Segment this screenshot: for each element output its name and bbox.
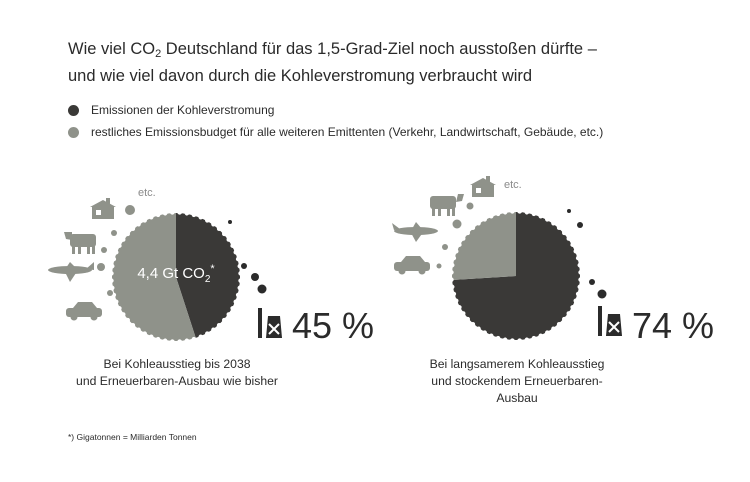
car-icon [394,256,430,275]
pie-2-caption-line-2: und stockendem Erneuerbaren-Ausbau [431,374,603,405]
bubble [107,290,113,296]
etc-label-2: etc. [504,179,522,191]
bubble [125,205,135,215]
bubble [228,220,232,224]
bubble [452,219,462,229]
pie-1-caption-line-1: Bei Kohleausstieg bis 2038 [103,357,251,371]
pie-1-budget-label: 4,4 Gt CO2* [137,263,215,285]
bubble [257,284,267,294]
pie-1-caption-line-2: und Erneuerbaren-Ausbau wie bisher [76,374,278,388]
footnote: *) Gigatonnen = Milliarden Tonnen [68,432,197,442]
bubble [466,202,474,210]
house-icon [90,198,116,219]
bubble [111,230,117,236]
car-icon [66,302,102,321]
pie-2-rest-bubbles [436,202,474,269]
cow-icon [64,232,96,254]
pie-1-slices [112,213,241,341]
chart-title: Wie viel CO2 Deutschland für das 1,5-Gra… [68,38,597,87]
bubble [97,263,105,271]
house-icon [470,176,496,197]
pie-1-percent-label: 45 % [292,305,374,346]
title-line-2: und wie viel davon durch die Kohleverstr… [68,67,533,85]
etc-label-1: etc. [138,187,156,199]
pie-slice-coal [176,213,241,338]
legend-swatch-coal [68,104,79,116]
cow-icon [430,194,464,216]
legend-item-coal: Emissionen der Kohleverstromung [68,103,274,117]
pie-slice-rest [452,212,516,281]
pie-slice-coal [452,212,581,340]
pie-2-slices [452,212,581,340]
legend-label-coal: Emissionen der Kohleverstromung [91,103,275,117]
pie-2-percent-label: 74 % [632,305,714,346]
airplane-icon [392,222,438,242]
bubble [442,244,448,250]
airplane-icon [48,262,94,282]
pie-1-caption: Bei Kohleausstieg bis 2038 und Erneuerba… [72,356,282,390]
bubble [577,222,583,228]
power-plant-icon [258,308,282,338]
pie-2-scalloped-edge [448,208,584,344]
pie-1-bubbles [228,220,267,294]
title-line-1: Wie viel CO2 Deutschland für das 1,5-Gra… [68,40,597,60]
bubble [101,247,107,253]
power-plant-icon [598,306,622,336]
legend-swatch-rest [68,126,79,138]
pie-chart-1: 4,4 Gt CO2* [108,209,244,345]
bubble [567,209,571,213]
pie-2-bubbles [567,209,607,299]
bubble [436,263,442,269]
pie-chart-2 [448,208,584,344]
pie-slice-rest [112,213,196,341]
pie-2-caption: Bei langsamerem Kohleausstieg und stocke… [412,356,622,407]
bubble [589,279,595,285]
legend-label-rest: restliches Emissionsbudget für alle weit… [91,125,604,139]
bubble [251,273,259,281]
legend-item-rest: restliches Emissionsbudget für alle weit… [68,125,603,139]
bubble [597,289,607,299]
bubble [241,263,247,269]
pie-1-scalloped-edge [108,209,244,345]
pie-2-caption-line-1: Bei langsamerem Kohleausstieg [429,357,605,371]
pie-1-rest-bubbles [97,205,135,296]
